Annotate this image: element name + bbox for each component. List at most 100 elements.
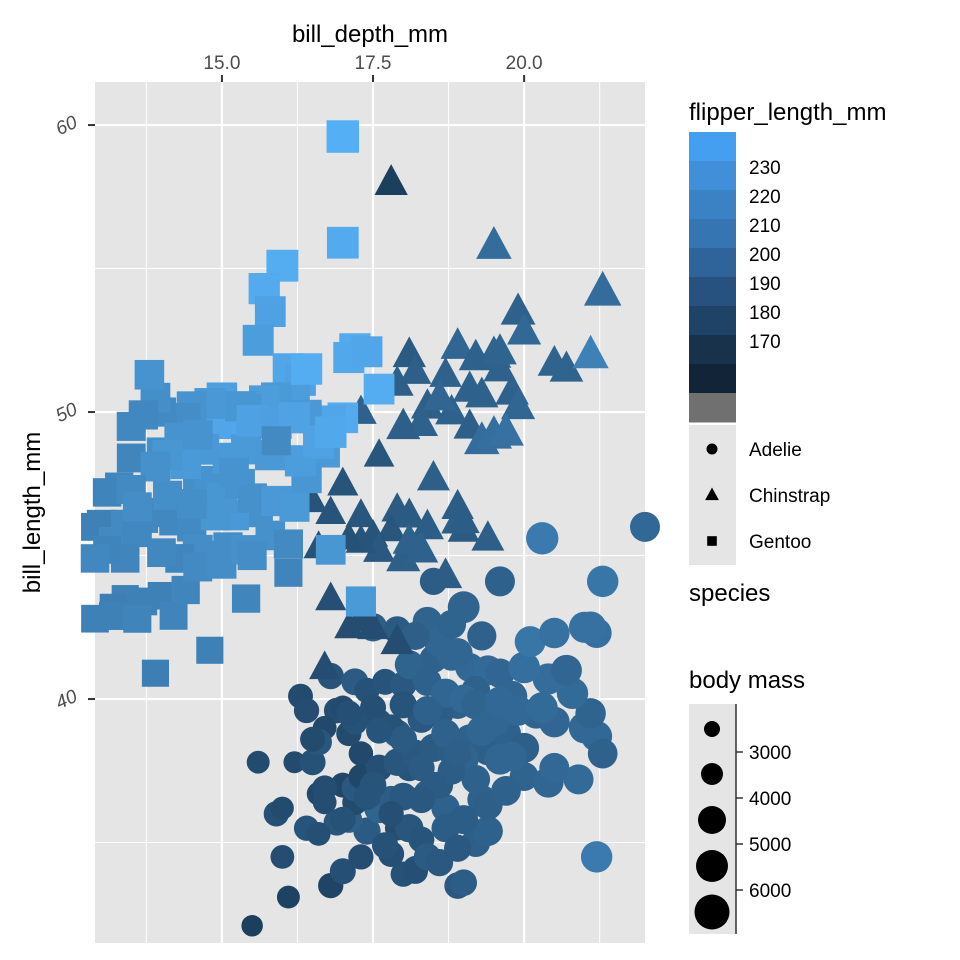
gentoo-point [116, 411, 146, 441]
adelie-point [401, 621, 430, 650]
color-legend: flipper_length_mm 230 220 210 200 190 180 170 [689, 99, 886, 423]
adelie-point [293, 697, 320, 724]
gentoo-point [176, 489, 207, 519]
adelie-point [491, 776, 521, 806]
chinstrap-point [429, 356, 462, 387]
adelie-point [283, 751, 306, 774]
adelie-point [539, 617, 570, 649]
chinstrap-point [315, 495, 347, 525]
color-legend-swatch [689, 190, 736, 220]
adelie-point [587, 738, 618, 769]
chinstrap-point [363, 438, 395, 467]
adelie-point [300, 726, 326, 752]
gentoo-point [345, 586, 376, 617]
adelie-point [467, 621, 497, 651]
adelie-point [407, 785, 436, 814]
chinstrap-point [572, 334, 609, 369]
chinstrap-point [345, 498, 377, 528]
adelie-point [508, 651, 540, 684]
adelie-point [514, 626, 546, 658]
color-legend-swatch [689, 364, 736, 394]
adelie-point [312, 790, 337, 815]
size-legend-key [701, 763, 723, 785]
adelie-point [394, 650, 424, 680]
color-legend-swatch [689, 161, 736, 191]
gentoo-point [147, 538, 176, 568]
adelie-point [563, 764, 594, 795]
gentoo-point [242, 324, 274, 356]
color-legend-label: 170 [749, 332, 781, 353]
adelie-point [329, 806, 356, 833]
shape-legend-key-circle [706, 443, 718, 455]
adelie-point [389, 691, 417, 719]
color-legend-label: 210 [749, 216, 781, 237]
chinstrap-point [422, 379, 457, 411]
chinstrap-point [483, 333, 517, 365]
gentoo-point [134, 359, 165, 390]
gentoo-point [273, 529, 304, 559]
size-legend-label: 5000 [749, 835, 791, 856]
gentoo-point [254, 296, 286, 327]
chinstrap-point [380, 623, 414, 655]
size-legend: body mass 3000 4000 5000 6000 [689, 667, 805, 934]
adelie-point [299, 749, 326, 776]
adelie-point [497, 741, 527, 772]
adelie-point [425, 849, 454, 877]
chinstrap-point [410, 508, 444, 540]
chinstrap-point [500, 292, 536, 325]
adelie-point [270, 796, 294, 820]
gentoo-point [159, 601, 188, 630]
adelie-point [539, 752, 570, 783]
color-legend-title: flipper_length_mm [689, 99, 886, 126]
adelie-point [359, 771, 387, 799]
chinstrap-point [476, 226, 512, 259]
adelie-point [270, 845, 295, 869]
adelie-point [574, 611, 607, 644]
gentoo-point [141, 659, 169, 687]
chinstrap-point [363, 532, 396, 562]
chinstrap-point [428, 557, 463, 589]
color-legend-swatch [689, 248, 736, 278]
gentoo-point [92, 478, 122, 507]
adelie-point [461, 765, 491, 794]
color-legend-label: 190 [749, 274, 781, 295]
chinstrap-point [465, 376, 499, 408]
y-tick-label: 40 [53, 686, 81, 714]
x-tick-label: 15.0 [203, 53, 240, 74]
x-tick-label: 20.0 [506, 53, 543, 74]
data-points [80, 120, 660, 937]
gentoo-point [274, 558, 303, 587]
gentoo-point [123, 604, 152, 633]
chinstrap-point [488, 412, 524, 446]
adelie-point [485, 658, 515, 688]
adelie-point [450, 869, 478, 897]
color-legend-swatch [689, 219, 736, 249]
shape-legend-key-square [707, 536, 717, 546]
chinstrap-point [483, 350, 517, 382]
color-legend-swatch [689, 277, 736, 307]
chinstrap-point [404, 531, 439, 563]
gentoo-point [261, 426, 291, 456]
adelie-point [348, 844, 374, 870]
adelie-point [442, 638, 473, 669]
color-legend-swatch [689, 132, 736, 162]
gentoo-point [122, 518, 152, 548]
y-axis-title: bill_length_mm [19, 432, 46, 593]
shape-legend: species Adelie Chinstrap Gentoo [689, 425, 830, 607]
chinstrap-point [440, 327, 475, 359]
size-legend-label: 3000 [749, 743, 791, 764]
chinstrap-point [386, 539, 421, 572]
y-tick-label: 60 [53, 112, 81, 140]
color-legend-label: 230 [749, 158, 781, 179]
gentoo-point [183, 552, 213, 582]
adelie-point [378, 801, 404, 827]
x-axis: 15.0 17.5 20.0 [203, 53, 543, 82]
gentoo-point [237, 541, 267, 571]
adelie-point [466, 715, 497, 746]
chinstrap-point [309, 650, 341, 680]
adelie-point [575, 698, 606, 729]
size-legend-label: 6000 [749, 881, 791, 902]
chinstrap-point [507, 312, 542, 345]
gentoo-point [80, 544, 110, 573]
adelie-point [366, 717, 393, 744]
